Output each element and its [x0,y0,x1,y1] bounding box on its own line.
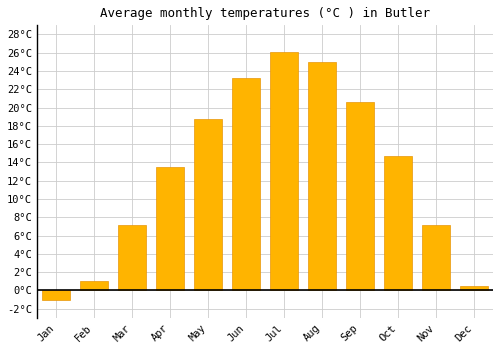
Bar [80,281,108,290]
Bar [156,167,184,290]
Bar [346,102,374,290]
Bar [42,290,70,300]
Bar [422,225,450,290]
Bar [194,119,222,290]
Bar [384,156,412,290]
Bar [118,225,146,290]
Title: Average monthly temperatures (°C ) in Butler: Average monthly temperatures (°C ) in Bu… [100,7,430,20]
Bar [460,286,488,290]
Bar [232,78,260,290]
Bar [308,62,336,290]
Bar [270,52,298,290]
